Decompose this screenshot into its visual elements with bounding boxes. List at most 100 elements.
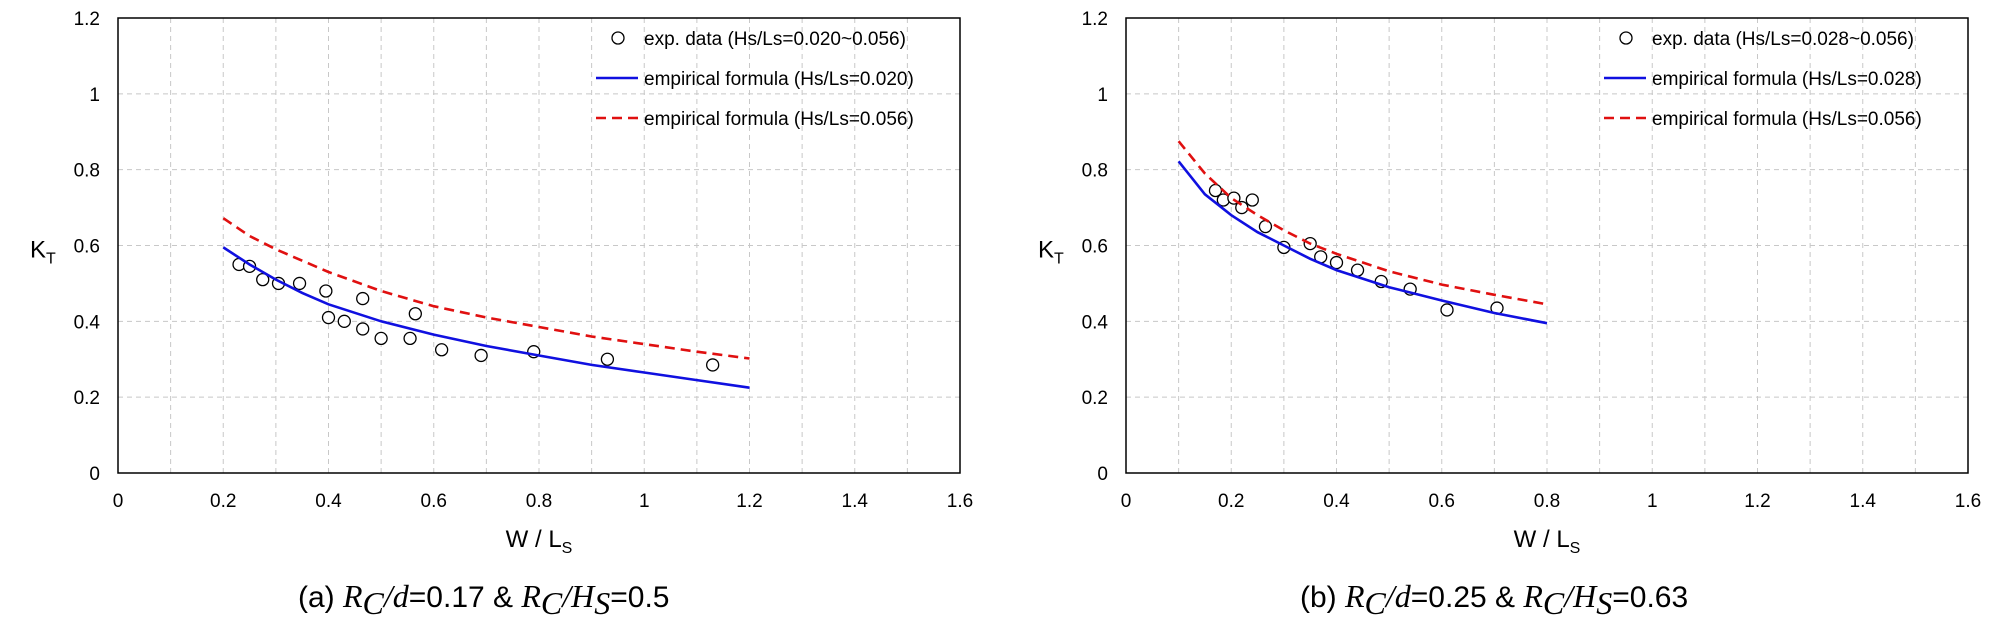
caption-a-v1: =0.17 &: [408, 581, 522, 614]
caption-a: (a) RC/d=0.17 & RC/HS=0.5: [298, 578, 670, 622]
x-tick-label: 1.2: [1744, 491, 1770, 512]
y-tick-label: 1: [89, 85, 100, 106]
caption-b-v1: =0.25 &: [1410, 581, 1524, 614]
x-tick-label: 0.2: [1218, 491, 1244, 512]
caption-a-r1sub: C: [362, 585, 384, 621]
legend-label: exp. data (Hs/Ls=0.028~0.056): [1652, 29, 1914, 50]
x-tick-label: 0.2: [210, 491, 236, 512]
data-point: [474, 348, 488, 363]
caption-a-r2: R: [521, 578, 541, 614]
data-point: [374, 331, 388, 346]
plot-frame: [117, 17, 961, 474]
legend: exp. data (Hs/Ls=0.020~0.056) empirical f…: [596, 29, 914, 130]
y-tick-label: 0.8: [1082, 161, 1108, 182]
data-point: [319, 284, 333, 298]
x-tick-label: 0.6: [1429, 491, 1455, 512]
data-point: [403, 331, 417, 346]
caption-b: (b) RC/d=0.25 & RC/HS=0.63: [1300, 578, 1688, 622]
series-line-solid: [222, 246, 750, 389]
y-tick-label: 0.2: [1082, 388, 1108, 409]
data-point: [356, 291, 370, 306]
x-tick-label: 1.6: [1955, 491, 1981, 512]
series-line-solid: [1177, 160, 1548, 325]
legend-marker: [611, 31, 625, 45]
x-tick-label: 1.6: [947, 491, 973, 512]
y-axis-label-sub: T: [1054, 251, 1064, 268]
x-axis-label-sub: S: [562, 540, 573, 557]
x-tick-label: 0: [1121, 491, 1132, 512]
legend-label: exp. data (Hs/Ls=0.020~0.056): [644, 29, 906, 50]
data-point: [256, 272, 270, 287]
legend-label: empirical formula (Hs/Ls=0.056): [644, 109, 914, 130]
x-axis-label-main: W / L: [1514, 526, 1570, 553]
caption-b-v2: =0.63: [1612, 581, 1689, 614]
x-axis-label-main: W / L: [506, 526, 562, 553]
series-line-dashed: [222, 217, 750, 360]
data-point: [1245, 193, 1259, 207]
data-point: [1258, 219, 1273, 234]
data-point: [706, 358, 720, 372]
legend-label: empirical formula (Hs/Ls=0.056): [1652, 109, 1922, 130]
x-axis-label: W / LS: [1514, 526, 1581, 557]
x-tick-label: 1.4: [842, 491, 869, 512]
caption-b-r2sub: C: [1542, 585, 1565, 621]
x-tick-label: 1.2: [736, 491, 762, 512]
x-axis-label: W / LS: [506, 526, 573, 557]
y-axis-label-sub: T: [46, 251, 56, 268]
x-tick-label: 0.8: [526, 491, 552, 512]
y-axis-label-main: K: [30, 237, 46, 264]
caption-b-r1: R: [1345, 578, 1365, 614]
y-tick-label: 0: [89, 464, 100, 485]
y-axis-label-main: K: [1038, 237, 1054, 264]
y-axis-label: KT: [1038, 237, 1064, 268]
data-point: [408, 307, 422, 321]
x-tick-label: 0.4: [1323, 491, 1350, 512]
legend: exp. data (Hs/Ls=0.028~0.056) empirical f…: [1604, 29, 1922, 130]
caption-a-v2: =0.5: [610, 581, 670, 614]
caption-b-prefix: (b): [1300, 581, 1345, 614]
caption-a-hsub: S: [594, 585, 611, 621]
caption-b-r2: R: [1523, 578, 1543, 614]
plot-frame: [1125, 17, 1969, 474]
data-point: [337, 314, 351, 328]
x-tick-label: 1.4: [1850, 491, 1877, 512]
data-point: [600, 352, 615, 366]
y-tick-label: 0.6: [74, 237, 100, 258]
y-tick-label: 0.8: [74, 161, 100, 182]
y-tick-label: 1: [1097, 85, 1108, 106]
y-tick-label: 1.2: [74, 9, 100, 30]
data-point: [1440, 303, 1454, 317]
legend-label: empirical formula (Hs/Ls=0.020): [644, 69, 914, 90]
x-axis-label-sub: S: [1570, 540, 1581, 557]
data-point: [434, 343, 449, 357]
series-line-dashed: [1177, 140, 1548, 306]
caption-a-prefix: (a): [298, 581, 343, 614]
data-point: [321, 310, 336, 325]
y-tick-label: 0.4: [1082, 312, 1109, 333]
data-point: [356, 322, 370, 336]
caption-a-r1: R: [343, 578, 363, 614]
chart-panel-a: 0 0.2 0.4 0.6 0.8 1 1.2 1.4 1.6 0 0.2 0.4 0.6 0.8 1 1.2…: [30, 9, 973, 557]
chart-panel-b: 0 0.2 0.4 0.6 0.8 1 1.2 1.4 1.6 0 0.2 0.4 0.6 0.8 1 1.2…: [1038, 9, 1981, 557]
y-tick-label: 0.2: [74, 388, 100, 409]
data-point: [292, 276, 307, 291]
caption-a-r2sub: C: [540, 585, 563, 621]
y-tick-label: 0.4: [74, 312, 101, 333]
data-point: [1329, 255, 1344, 270]
x-tick-label: 0: [113, 491, 124, 512]
caption-a-d: /d: [383, 578, 409, 614]
x-tick-label: 0.4: [315, 491, 342, 512]
x-tick-label: 1: [1647, 491, 1658, 512]
caption-b-r1sub: C: [1364, 585, 1386, 621]
caption-a-h: /H: [562, 578, 595, 614]
y-tick-label: 0: [1097, 464, 1108, 485]
caption-b-hsub: S: [1596, 585, 1613, 621]
x-tick-label: 1: [639, 491, 650, 512]
x-tick-label: 0.8: [1534, 491, 1560, 512]
legend-marker: [1619, 31, 1633, 45]
y-axis-label: KT: [30, 237, 56, 268]
y-tick-label: 0.6: [1082, 237, 1108, 258]
y-tick-label: 1.2: [1082, 9, 1108, 30]
x-tick-label: 0.6: [421, 491, 447, 512]
